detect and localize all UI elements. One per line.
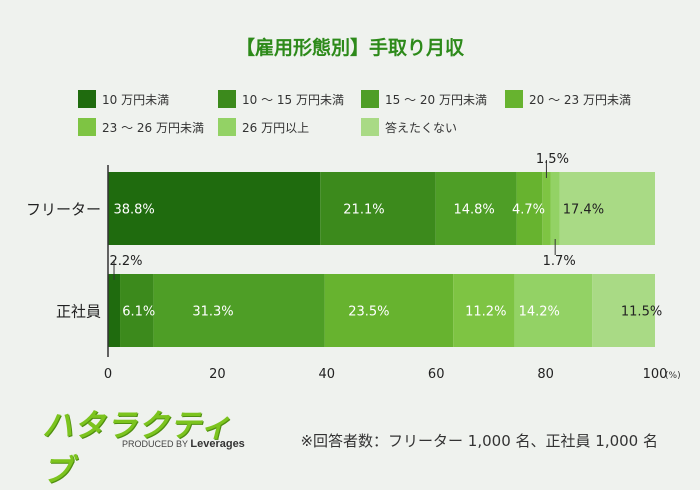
bar-segment: [435, 172, 517, 245]
hataractive-logo: ハタラクティブ PRODUCED BY Leverages: [42, 400, 245, 489]
bar-segment: [153, 274, 325, 347]
legend-entry: 26 万円以上: [242, 121, 309, 135]
legend-swatch: [505, 90, 523, 108]
logo-wordmark: ハタラクティブ: [42, 408, 233, 489]
legend-swatch: [78, 118, 96, 136]
x-tick-label: 0: [104, 367, 112, 382]
bar-segment: [550, 172, 560, 245]
x-tick-label: 100: [643, 367, 668, 382]
stacked-bar-chart: 【雇用形態別】手取り月収 10 万円未満 10 〜 15 万円未満 15 〜 20 万…: [26, 36, 681, 382]
x-tick-label: 20: [209, 367, 226, 382]
legend-swatch: [78, 90, 96, 108]
legend-entry: 20 〜 23 万円未満: [529, 93, 631, 107]
legend-swatch: [361, 118, 379, 136]
produced-by-text: PRODUCED BY: [122, 439, 188, 449]
respondent-footnote: ※回答者数：フリーター 1,000 名、正社員 1,000 名: [300, 432, 658, 450]
legend-entry: 23 〜 26 万円未満: [102, 121, 204, 135]
data-label: 38.8%: [113, 203, 154, 218]
data-label: 14.8%: [453, 203, 494, 218]
data-label: 21.1%: [343, 203, 384, 218]
legend-entry: 15 〜 20 万円未満: [385, 93, 487, 107]
data-label: 14.2%: [519, 305, 560, 320]
x-unit-label: (%): [665, 371, 681, 381]
legend-entry: 10 〜 15 万円未満: [242, 93, 344, 107]
bar-segment: [542, 172, 551, 245]
data-label: 23.5%: [348, 305, 389, 320]
data-label: 2.2%: [110, 254, 143, 269]
data-label: 17.4%: [563, 203, 604, 218]
bar-segment: [516, 172, 543, 245]
data-label: 6.1%: [122, 305, 155, 320]
bar-segment: [514, 274, 593, 347]
category-label: 正社員: [56, 303, 101, 321]
bar-segment: [324, 274, 454, 347]
data-label: 31.3%: [192, 305, 233, 320]
legend-swatch: [218, 90, 236, 108]
data-label: 1.5%: [536, 152, 569, 167]
bar-segment: [559, 172, 655, 245]
chart-figure: 【雇用形態別】手取り月収 10 万円未満 10 〜 15 万円未満 15 〜 20 万…: [26, 36, 681, 489]
company-name: Leverages: [190, 438, 245, 450]
bar-segment: [320, 172, 436, 245]
chart-title: 【雇用形態別】手取り月収: [236, 36, 465, 59]
data-label: 1.7%: [543, 254, 576, 269]
bar-segment: [592, 274, 655, 347]
bar-segment: [120, 274, 154, 347]
x-tick-label: 40: [319, 367, 336, 382]
data-label: 11.5%: [621, 305, 662, 320]
legend-swatch: [361, 90, 379, 108]
bar-segment: [108, 274, 121, 347]
data-label: 11.2%: [465, 305, 506, 320]
x-tick-label: 60: [428, 367, 445, 382]
legend-entry: 答えたくない: [385, 120, 457, 135]
category-label: フリーター: [26, 201, 101, 219]
bar-segment: [453, 274, 515, 347]
legend-entry: 10 万円未満: [102, 93, 169, 107]
legend-swatch: [218, 118, 236, 136]
x-tick-label: 80: [537, 367, 554, 382]
bar-segment: [108, 172, 321, 245]
logo-produced-by: PRODUCED BY Leverages: [122, 438, 245, 450]
data-label: 4.7%: [512, 203, 545, 218]
